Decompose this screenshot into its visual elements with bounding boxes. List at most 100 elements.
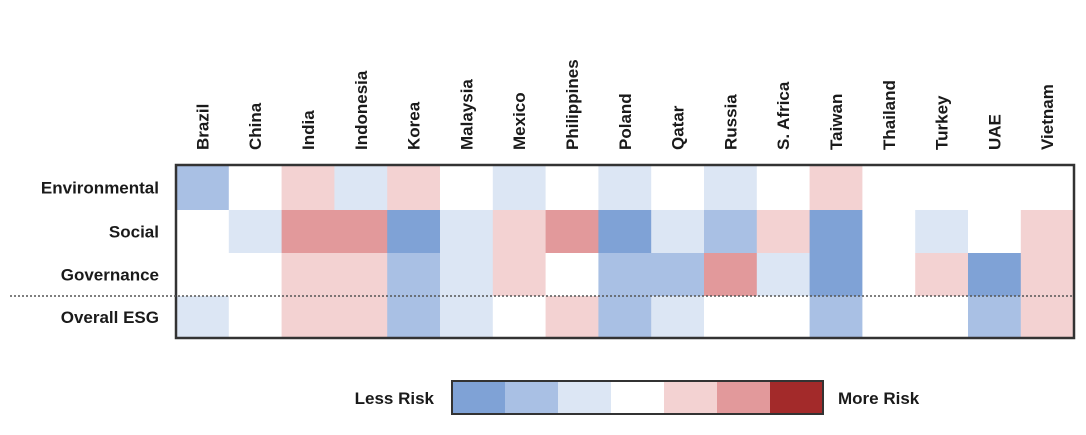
cell-overall-esg-korea xyxy=(387,296,441,339)
cell-governance-taiwan xyxy=(809,253,863,297)
cell-overall-esg-philippines xyxy=(545,296,599,339)
cell-governance-india xyxy=(281,253,335,297)
column-label-poland: Poland xyxy=(616,93,635,150)
cell-governance-indonesia xyxy=(334,253,388,297)
cell-governance-philippines xyxy=(545,253,599,297)
cell-social-korea xyxy=(387,210,441,254)
cell-environmental-s-africa xyxy=(756,165,810,211)
cell-overall-esg-poland xyxy=(598,296,652,339)
cell-social-uae xyxy=(968,210,1022,254)
cell-environmental-russia xyxy=(704,165,758,211)
cell-governance-s-africa xyxy=(756,253,810,297)
cell-governance-brazil xyxy=(176,253,230,297)
legend-swatches xyxy=(452,381,824,414)
heatmap-cells xyxy=(176,165,1074,339)
legend-swatch-5 xyxy=(717,381,771,414)
cell-environmental-turkey xyxy=(915,165,969,211)
cell-social-turkey xyxy=(915,210,969,254)
column-label-turkey: Turkey xyxy=(933,95,952,150)
column-label-mexico: Mexico xyxy=(510,92,529,150)
row-label-overall-esg: Overall ESG xyxy=(61,308,159,327)
cell-overall-esg-qatar xyxy=(651,296,705,339)
cell-social-china xyxy=(228,210,282,254)
cell-governance-russia xyxy=(704,253,758,297)
cell-social-philippines xyxy=(545,210,599,254)
legend-more-risk-label: More Risk xyxy=(838,389,920,408)
cell-governance-china xyxy=(228,253,282,297)
cell-social-vietnam xyxy=(1020,210,1074,254)
legend-less-risk-label: Less Risk xyxy=(355,389,435,408)
cell-overall-esg-taiwan xyxy=(809,296,863,339)
cell-environmental-india xyxy=(281,165,335,211)
cell-overall-esg-s-africa xyxy=(756,296,810,339)
cell-overall-esg-uae xyxy=(968,296,1022,339)
cell-overall-esg-china xyxy=(228,296,282,339)
row-label-environmental: Environmental xyxy=(41,179,159,198)
cell-environmental-taiwan xyxy=(809,165,863,211)
column-labels: Brazil China India Indonesia Korea Malaysia Me… xyxy=(193,59,1057,150)
cell-social-qatar xyxy=(651,210,705,254)
cell-overall-esg-india xyxy=(281,296,335,339)
column-label-philippines: Philippines xyxy=(563,59,582,150)
legend-swatch-1 xyxy=(505,381,559,414)
legend-frame xyxy=(451,380,824,415)
cell-environmental-vietnam xyxy=(1020,165,1074,211)
column-label-thailand: Thailand xyxy=(880,80,899,150)
cell-environmental-malaysia xyxy=(440,165,494,211)
cell-overall-esg-thailand xyxy=(862,296,916,339)
legend-swatch-2 xyxy=(558,381,612,414)
cell-governance-uae xyxy=(968,253,1022,297)
column-label-korea: Korea xyxy=(405,101,424,150)
cell-environmental-mexico xyxy=(492,165,546,211)
cell-governance-mexico xyxy=(492,253,546,297)
column-label-taiwan: Taiwan xyxy=(827,94,846,150)
row-labels: Environmental Social Governance Overall ESG xyxy=(41,179,159,328)
cell-governance-malaysia xyxy=(440,253,494,297)
cell-governance-vietnam xyxy=(1020,253,1074,297)
column-label-malaysia: Malaysia xyxy=(457,79,476,150)
column-label-russia: Russia xyxy=(721,94,740,150)
cell-environmental-china xyxy=(228,165,282,211)
cell-social-indonesia xyxy=(334,210,388,254)
cell-social-thailand xyxy=(862,210,916,254)
cell-social-russia xyxy=(704,210,758,254)
cell-social-taiwan xyxy=(809,210,863,254)
cell-social-s-africa xyxy=(756,210,810,254)
cell-environmental-uae xyxy=(968,165,1022,211)
column-label-india: India xyxy=(299,110,318,150)
cell-overall-esg-brazil xyxy=(176,296,230,339)
cell-overall-esg-vietnam xyxy=(1020,296,1074,339)
column-label-qatar: Qatar xyxy=(669,105,688,150)
row-label-social: Social xyxy=(109,223,159,242)
cell-overall-esg-malaysia xyxy=(440,296,494,339)
cell-overall-esg-turkey xyxy=(915,296,969,339)
cell-governance-korea xyxy=(387,253,441,297)
column-label-china: China xyxy=(246,102,265,150)
cell-overall-esg-indonesia xyxy=(334,296,388,339)
cell-environmental-qatar xyxy=(651,165,705,211)
cell-social-india xyxy=(281,210,335,254)
column-label-uae: UAE xyxy=(985,114,1004,150)
cell-environmental-korea xyxy=(387,165,441,211)
cell-environmental-thailand xyxy=(862,165,916,211)
column-label-s-africa: S. Africa xyxy=(774,81,793,150)
cell-governance-qatar xyxy=(651,253,705,297)
legend-swatch-0 xyxy=(452,381,506,414)
cell-environmental-poland xyxy=(598,165,652,211)
legend-swatch-4 xyxy=(664,381,718,414)
heatmap-frame xyxy=(174,163,1076,340)
cell-overall-esg-mexico xyxy=(492,296,546,339)
cell-overall-esg-russia xyxy=(704,296,758,339)
column-label-vietnam: Vietnam xyxy=(1038,84,1057,150)
legend: Less Risk More Risk xyxy=(355,380,920,415)
cell-governance-poland xyxy=(598,253,652,297)
column-label-indonesia: Indonesia xyxy=(352,70,371,150)
cell-social-mexico xyxy=(492,210,546,254)
legend-swatch-3 xyxy=(611,381,665,414)
cell-social-poland xyxy=(598,210,652,254)
column-label-brazil: Brazil xyxy=(193,104,212,150)
row-label-governance: Governance xyxy=(61,266,159,285)
cell-governance-turkey xyxy=(915,253,969,297)
legend-swatch-6 xyxy=(770,381,824,414)
cell-social-brazil xyxy=(176,210,230,254)
